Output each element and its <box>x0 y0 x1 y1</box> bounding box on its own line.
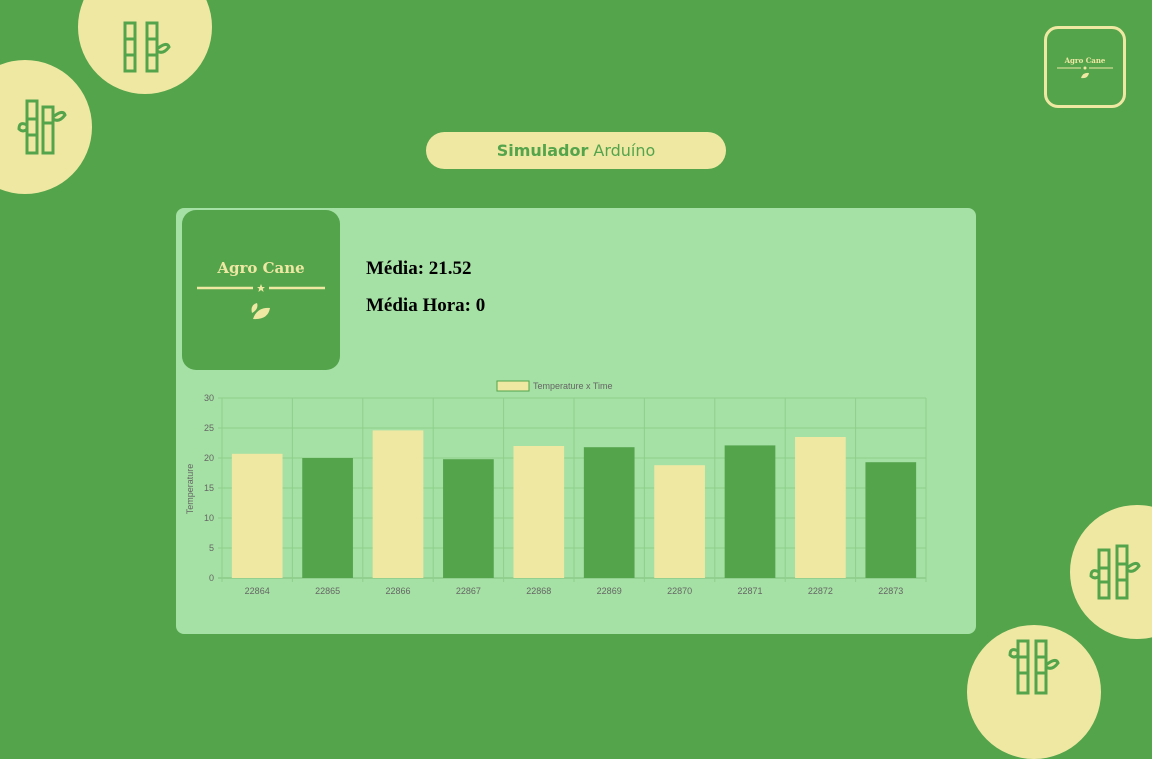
x-tick-label: 22870 <box>667 586 692 596</box>
bamboo-icon <box>1089 544 1141 600</box>
y-tick-label: 30 <box>204 393 214 403</box>
bamboo-icon <box>1008 639 1060 695</box>
x-tick-label: 22866 <box>385 586 410 596</box>
y-tick-label: 0 <box>209 573 214 583</box>
bar[interactable] <box>724 445 776 578</box>
bar[interactable] <box>302 458 353 578</box>
card-logo-text: Agro Cane <box>217 259 305 277</box>
leaf-icon <box>1081 72 1089 78</box>
bamboo-decoration-left <box>0 60 92 194</box>
corner-logo-text: Agro Cane <box>1064 55 1106 65</box>
card-logo: Agro Cane <box>182 210 340 370</box>
divider-star-icon <box>1057 66 1113 69</box>
bamboo-icon <box>123 21 171 73</box>
chart-bars <box>231 430 917 578</box>
y-axis-label: Temperature <box>185 464 195 515</box>
chart-legend[interactable]: Temperature x Time <box>496 380 613 392</box>
legend-label: Temperature x Time <box>533 381 613 391</box>
bamboo-decoration-bottom <box>967 625 1101 759</box>
x-tick-label: 22864 <box>245 586 270 596</box>
bar[interactable] <box>583 447 635 578</box>
bamboo-decoration-top <box>78 0 212 94</box>
divider-star-icon <box>197 284 325 292</box>
bar[interactable] <box>654 465 705 578</box>
average-stat: Média: 21.52 <box>366 258 472 279</box>
x-tick-label: 22871 <box>737 586 762 596</box>
x-tick-label: 22867 <box>456 586 481 596</box>
legend-swatch <box>496 380 530 392</box>
page-title: Simulador Arduíno <box>426 132 726 169</box>
bar[interactable] <box>513 446 565 578</box>
bar[interactable] <box>372 430 424 578</box>
bamboo-decoration-right <box>1070 505 1152 639</box>
temperature-chart: Temperature x Time Temperature 0 5 10 15 20 2… <box>185 380 927 596</box>
title-strong: Simulador <box>496 141 589 160</box>
bar[interactable] <box>231 453 283 578</box>
bar[interactable] <box>443 459 494 578</box>
x-tick-label: 22865 <box>315 586 340 596</box>
y-tick-label: 25 <box>204 423 214 433</box>
y-tick-labels: 0 5 10 15 20 25 30 <box>204 393 214 583</box>
x-tick-label: 22868 <box>526 586 551 596</box>
title-rest: Arduíno <box>593 141 656 160</box>
x-tick-label: 22873 <box>878 586 903 596</box>
dashboard-card: Agro Cane Média: 21.52 Média Hora: 0 Tem… <box>176 208 976 634</box>
y-tick-label: 20 <box>204 453 214 463</box>
bar[interactable] <box>795 437 846 578</box>
x-tick-labels: 22864 22865 22866 22867 22868 22869 22870 22871… <box>245 586 904 596</box>
x-tick-label: 22869 <box>597 586 622 596</box>
bar[interactable] <box>865 462 917 578</box>
hourly-average-stat: Média Hora: 0 <box>366 295 486 316</box>
leaf-icon <box>251 303 270 320</box>
corner-logo[interactable]: Agro Cane <box>1044 26 1126 108</box>
x-tick-label: 22872 <box>808 586 833 596</box>
bamboo-icon <box>17 99 67 155</box>
y-tick-label: 10 <box>204 513 214 523</box>
y-tick-label: 5 <box>209 543 214 553</box>
y-tick-label: 15 <box>204 483 214 493</box>
